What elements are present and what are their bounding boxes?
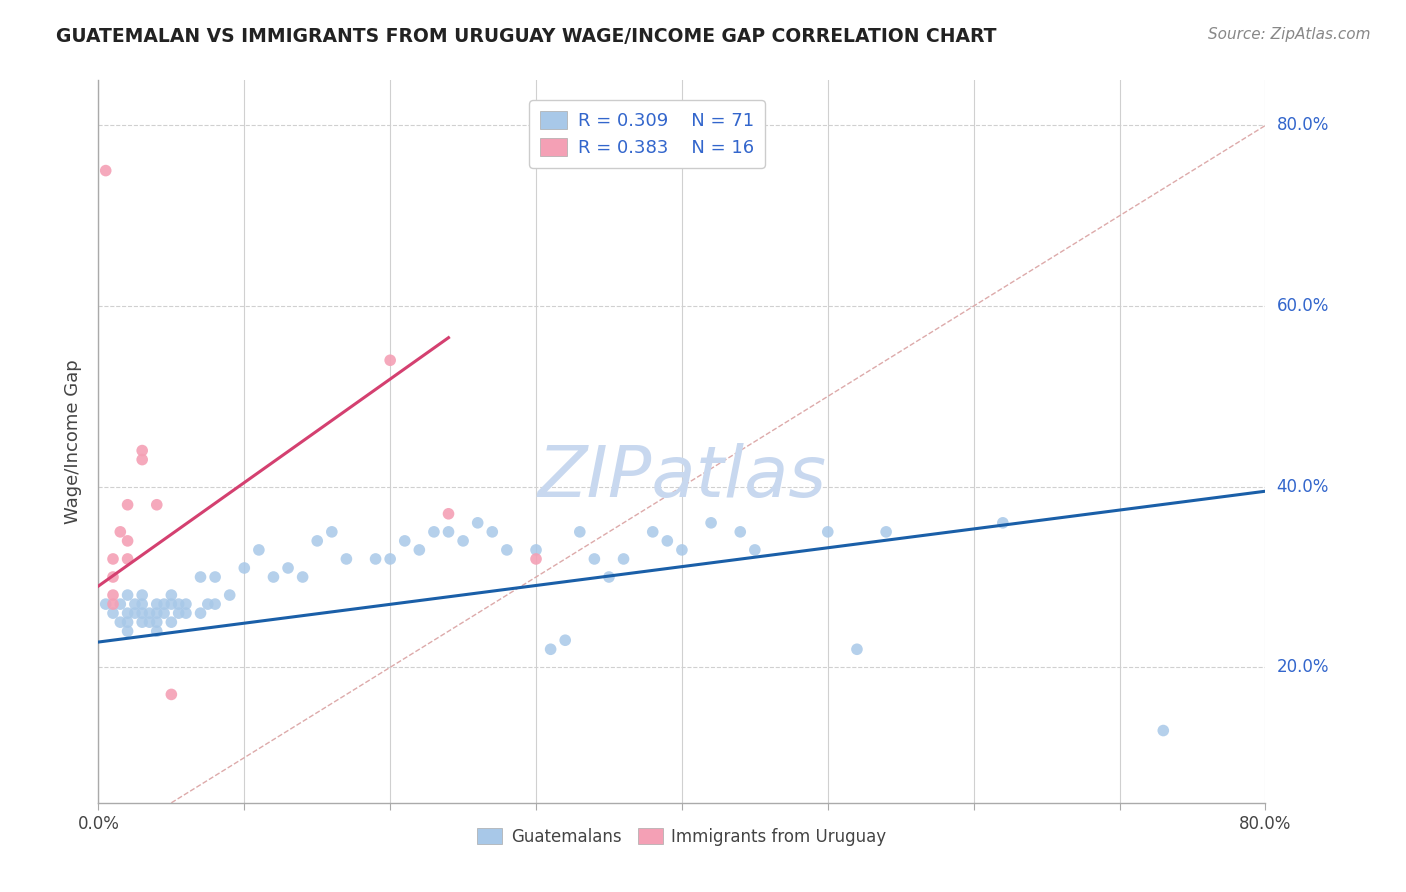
Point bbox=[160, 597, 183, 611]
Point bbox=[131, 606, 153, 620]
Point bbox=[247, 542, 270, 557]
Point bbox=[991, 516, 1014, 530]
Text: 40.0%: 40.0% bbox=[1277, 478, 1329, 496]
Y-axis label: Wage/Income Gap: Wage/Income Gap bbox=[63, 359, 82, 524]
Text: 20.0%: 20.0% bbox=[1277, 658, 1329, 676]
Text: ZIPatlas: ZIPatlas bbox=[537, 443, 827, 512]
Point bbox=[167, 606, 190, 620]
Text: 80.0%: 80.0% bbox=[1277, 117, 1329, 135]
Point bbox=[117, 606, 139, 620]
Point bbox=[730, 524, 752, 539]
Point bbox=[408, 542, 430, 557]
Point bbox=[101, 552, 124, 566]
Point bbox=[437, 507, 460, 521]
Point bbox=[131, 615, 153, 630]
Point bbox=[233, 561, 256, 575]
Point bbox=[307, 533, 329, 548]
Point bbox=[110, 597, 132, 611]
Point bbox=[131, 588, 153, 602]
Point bbox=[437, 524, 460, 539]
Point bbox=[117, 533, 139, 548]
Point bbox=[146, 597, 169, 611]
Point bbox=[380, 353, 402, 368]
Point bbox=[204, 570, 226, 584]
Text: Source: ZipAtlas.com: Source: ZipAtlas.com bbox=[1208, 27, 1371, 42]
Point bbox=[117, 624, 139, 639]
Point bbox=[380, 552, 402, 566]
Point bbox=[451, 533, 474, 548]
Point bbox=[496, 542, 519, 557]
Point bbox=[481, 524, 503, 539]
Point bbox=[131, 597, 153, 611]
Point bbox=[568, 524, 591, 539]
Point bbox=[94, 163, 117, 178]
Point bbox=[817, 524, 839, 539]
Point bbox=[190, 570, 212, 584]
Point bbox=[875, 524, 897, 539]
Point bbox=[423, 524, 446, 539]
Point bbox=[262, 570, 284, 584]
Point bbox=[124, 597, 146, 611]
Point bbox=[744, 542, 766, 557]
Point bbox=[321, 524, 343, 539]
Point bbox=[671, 542, 693, 557]
Point bbox=[291, 570, 314, 584]
Point bbox=[117, 615, 139, 630]
Point bbox=[524, 542, 547, 557]
Point bbox=[138, 615, 160, 630]
Point bbox=[160, 687, 183, 701]
Point bbox=[101, 597, 124, 611]
Point bbox=[524, 552, 547, 566]
Point bbox=[364, 552, 387, 566]
Point bbox=[131, 443, 153, 458]
Point bbox=[846, 642, 869, 657]
Point bbox=[204, 597, 226, 611]
Point bbox=[277, 561, 299, 575]
Point bbox=[598, 570, 620, 584]
Point bbox=[101, 588, 124, 602]
Point bbox=[554, 633, 576, 648]
Point bbox=[94, 597, 117, 611]
Point bbox=[540, 642, 562, 657]
Point bbox=[174, 597, 197, 611]
Text: GUATEMALAN VS IMMIGRANTS FROM URUGUAY WAGE/INCOME GAP CORRELATION CHART: GUATEMALAN VS IMMIGRANTS FROM URUGUAY WA… bbox=[56, 27, 997, 45]
Point bbox=[146, 606, 169, 620]
Point bbox=[146, 615, 169, 630]
Point bbox=[197, 597, 219, 611]
Point bbox=[146, 498, 169, 512]
Point bbox=[160, 588, 183, 602]
Point bbox=[110, 524, 132, 539]
Point bbox=[124, 606, 146, 620]
Point bbox=[146, 624, 169, 639]
Point bbox=[612, 552, 634, 566]
Point bbox=[138, 606, 160, 620]
Point bbox=[218, 588, 240, 602]
Point bbox=[190, 606, 212, 620]
Point bbox=[101, 570, 124, 584]
Point bbox=[335, 552, 357, 566]
Point bbox=[117, 498, 139, 512]
Point bbox=[641, 524, 664, 539]
Point bbox=[131, 452, 153, 467]
Point bbox=[394, 533, 416, 548]
Point bbox=[174, 606, 197, 620]
Point bbox=[117, 552, 139, 566]
Point bbox=[110, 615, 132, 630]
Point bbox=[153, 606, 176, 620]
Point bbox=[700, 516, 723, 530]
Point bbox=[1152, 723, 1174, 738]
Legend: Guatemalans, Immigrants from Uruguay: Guatemalans, Immigrants from Uruguay bbox=[471, 821, 893, 852]
Point bbox=[160, 615, 183, 630]
Point bbox=[583, 552, 606, 566]
Text: 60.0%: 60.0% bbox=[1277, 297, 1329, 315]
Point bbox=[467, 516, 489, 530]
Point bbox=[101, 606, 124, 620]
Point bbox=[167, 597, 190, 611]
Point bbox=[657, 533, 679, 548]
Point bbox=[153, 597, 176, 611]
Point bbox=[117, 588, 139, 602]
